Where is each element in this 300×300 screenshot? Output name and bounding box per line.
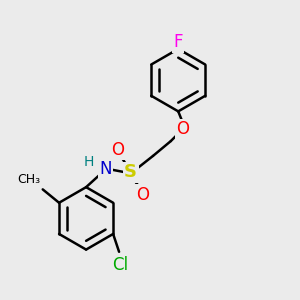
Text: N: N: [99, 160, 112, 178]
Text: O: O: [111, 141, 124, 159]
Text: O: O: [176, 120, 189, 138]
Text: O: O: [136, 186, 149, 204]
Text: CH₃: CH₃: [17, 173, 40, 186]
Text: H: H: [84, 155, 94, 169]
Text: F: F: [173, 33, 183, 51]
Text: Cl: Cl: [112, 256, 129, 274]
Text: S: S: [124, 163, 137, 181]
